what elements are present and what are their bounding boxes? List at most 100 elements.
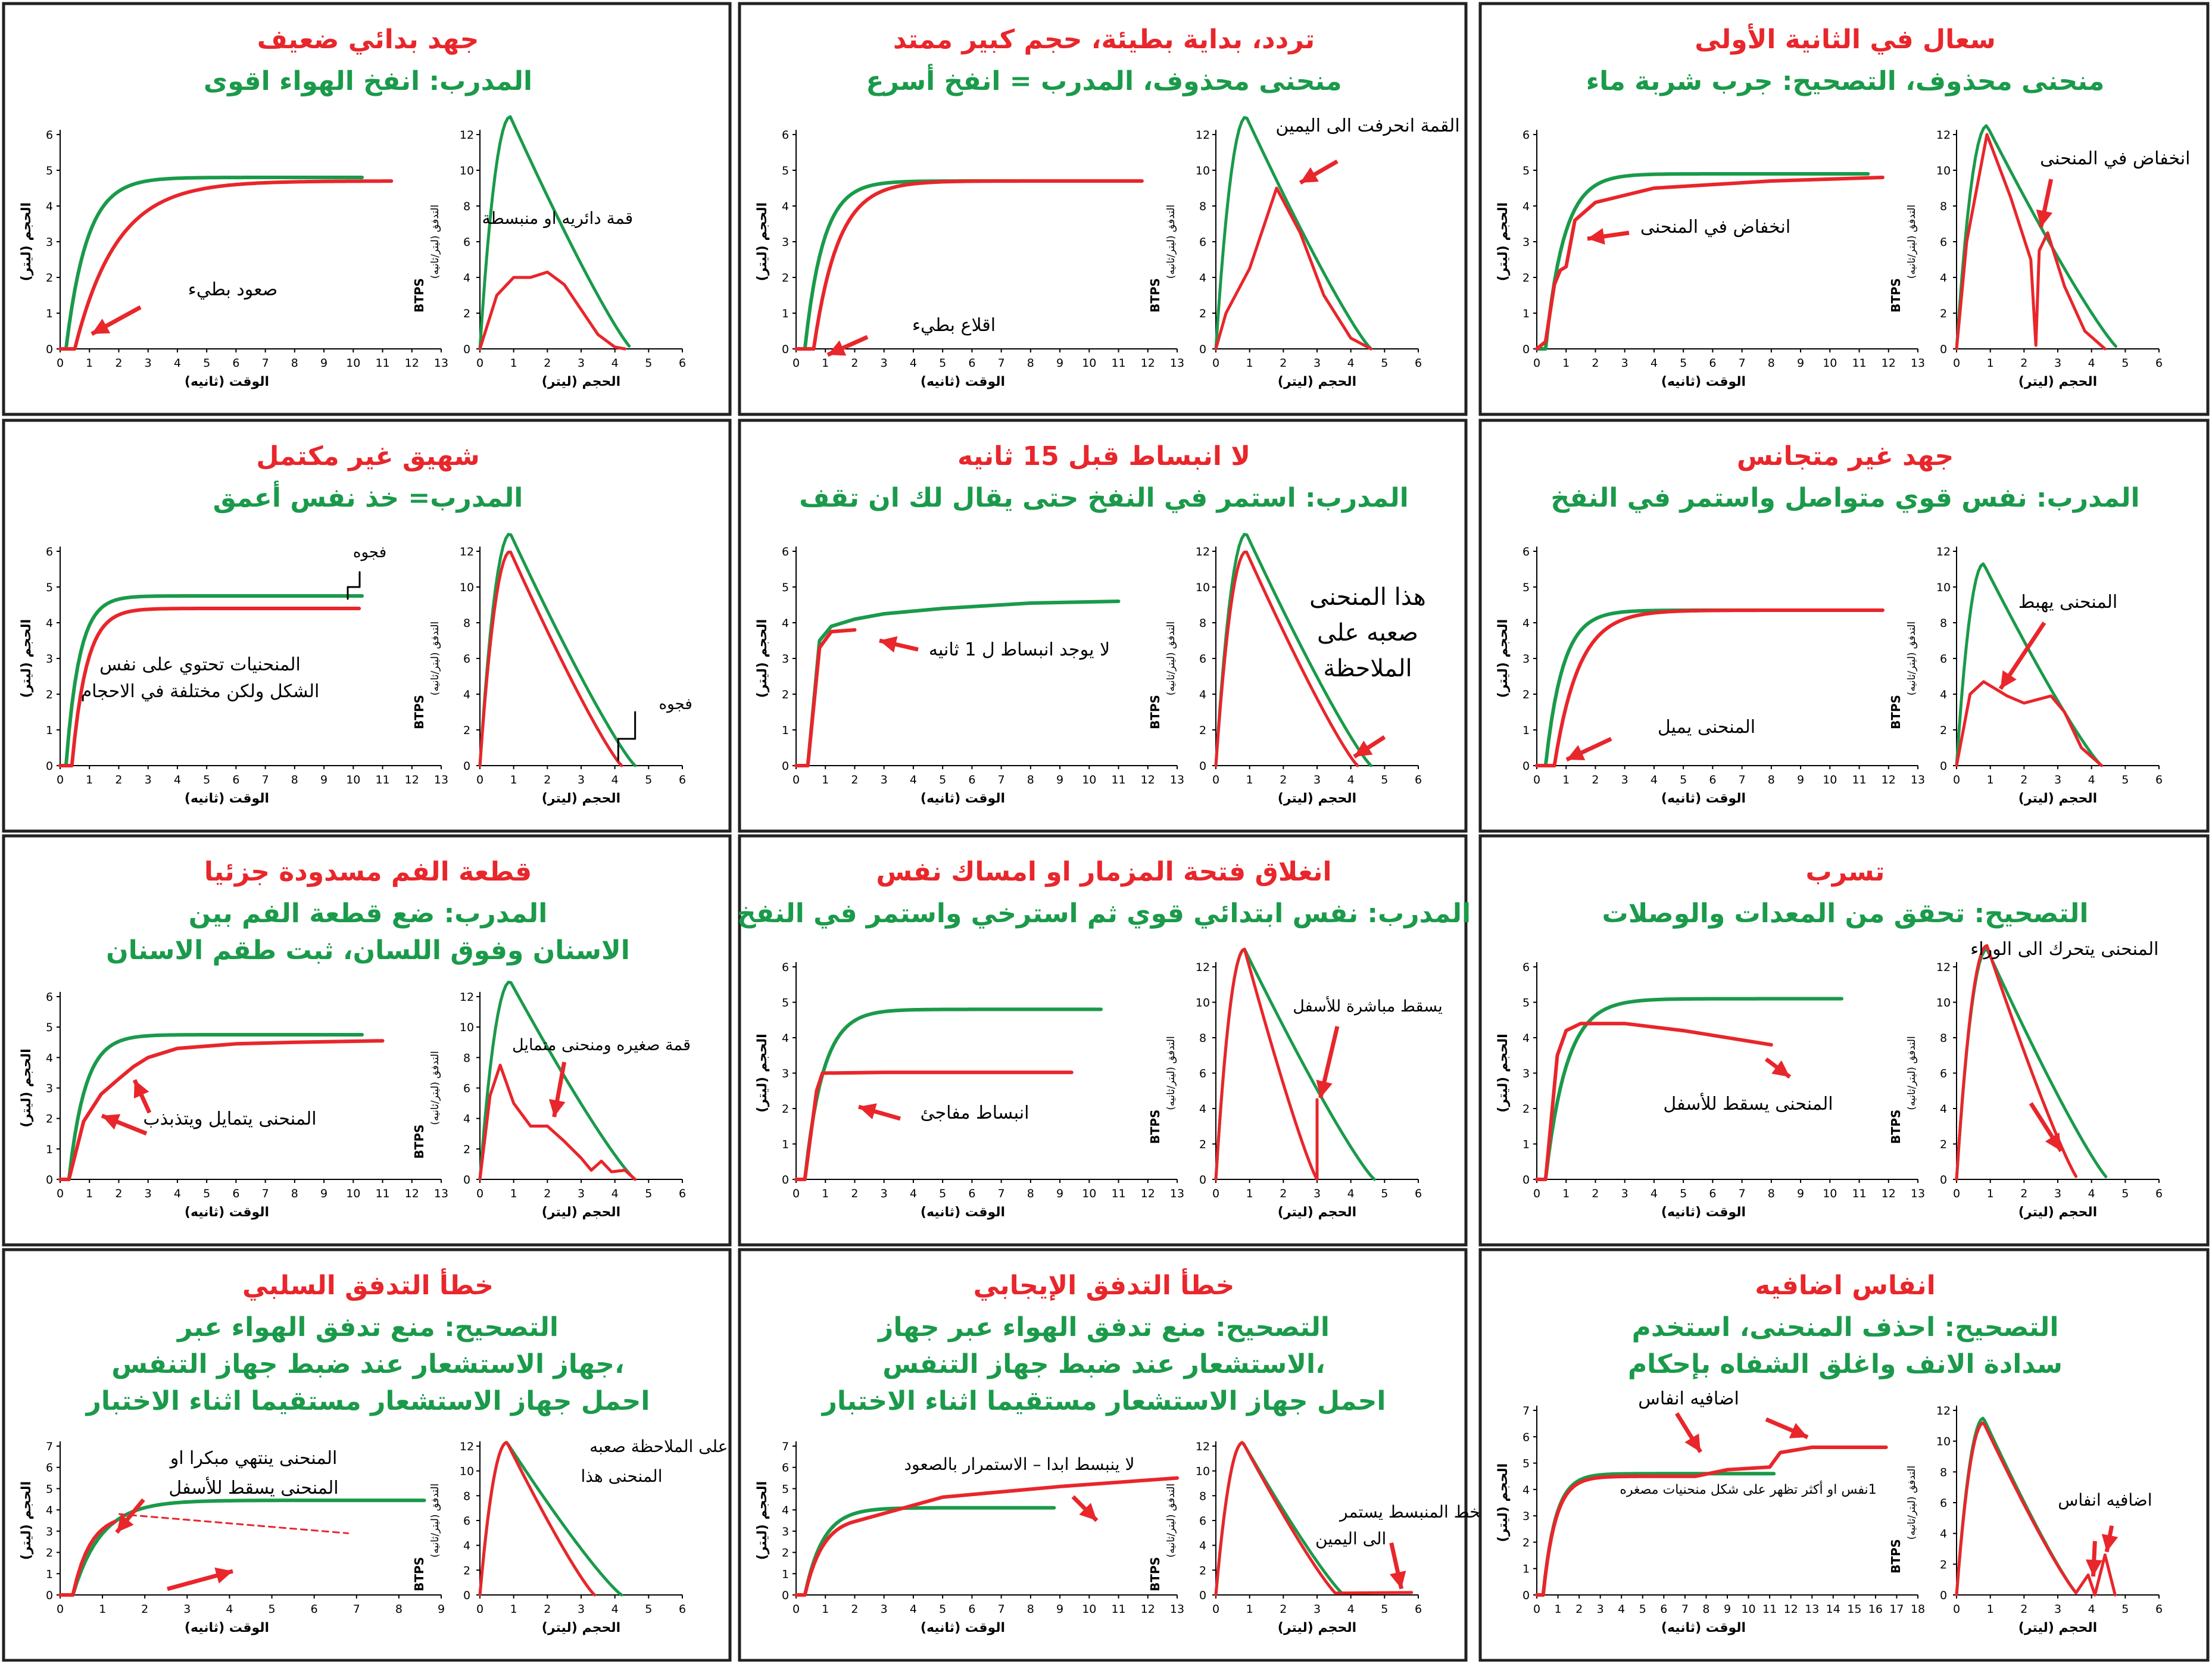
tick-label: 6 xyxy=(2155,357,2163,370)
tick-label: 6 xyxy=(1415,1187,1422,1200)
tick-label: 5 xyxy=(1680,1187,1687,1200)
tick-label: 5 xyxy=(2121,1187,2129,1200)
tick-label: 7 xyxy=(1681,1603,1689,1616)
tick-label: 12 xyxy=(1196,545,1210,558)
arrow-head xyxy=(214,1567,233,1584)
tick-label: 11 xyxy=(375,1187,389,1200)
annotation-text: فجوه xyxy=(353,544,386,561)
tick-label: 7 xyxy=(262,357,269,370)
x-axis-title: الحجم (ليتر) xyxy=(2018,1621,2097,1635)
tick-label: 2 xyxy=(851,357,858,370)
tick-label: 6 xyxy=(1415,357,1422,370)
tick-label: 8 xyxy=(463,200,470,213)
annotation-arrow xyxy=(1764,1057,1792,1079)
annotation-arrow xyxy=(91,305,142,336)
tick-label: 2 xyxy=(851,773,858,786)
tick-label: 3 xyxy=(183,1603,191,1616)
curve-actual-volume-time xyxy=(58,1039,385,1181)
panel-frame xyxy=(1478,419,2210,833)
tick-label: 2 xyxy=(782,1547,789,1560)
tick-label: 2 xyxy=(115,1187,122,1200)
tick-label: 6 xyxy=(46,129,53,142)
annotation-arrow xyxy=(1587,228,1630,245)
tick-label: 6 xyxy=(232,1187,239,1200)
tick-label: 8 xyxy=(1940,617,1947,630)
arrow-head xyxy=(2000,670,2017,689)
panel-cough: سعال في الثانية الأولى منحنى محذوف، التصح… xyxy=(1478,2,2210,416)
tick-label: 6 xyxy=(1199,1067,1206,1081)
tick-label: 3 xyxy=(578,1603,585,1616)
y-axis-btps: BTPS xyxy=(1148,278,1162,313)
tick-label: 2 xyxy=(1280,1603,1287,1616)
y-axis-title: التدفق (ليتر/ثانيه) xyxy=(429,622,441,695)
tick-label: 5 xyxy=(939,773,946,786)
tick-label: 5 xyxy=(203,357,210,370)
tick-label: 6 xyxy=(232,773,239,786)
tick-label: 15 xyxy=(1847,1603,1861,1616)
tick-label: 0 xyxy=(46,343,53,356)
y-axis-btps: BTPS xyxy=(412,278,426,313)
curve-actual-volume-time xyxy=(1535,1022,1773,1181)
annotation-arrow xyxy=(1299,159,1339,185)
tick-label: 6 xyxy=(1522,129,1530,142)
tick-label: 2 xyxy=(1280,1187,1287,1200)
panel-subtitle: المدرب= خذ نفس أعمق xyxy=(213,480,523,513)
tick-label: 10 xyxy=(1741,1603,1755,1616)
panel-subtitle: احمل جهاز الاستشعار مستقيما اثناء الاختب… xyxy=(85,1386,650,1416)
curve-actual-volume-time xyxy=(794,179,1144,351)
tick-label: 10 xyxy=(1196,164,1210,177)
curve-expected-flow-volume xyxy=(478,533,637,767)
annotation-arrow xyxy=(1998,622,2046,690)
tick-label: 12 xyxy=(1936,545,1951,558)
tick-label: 3 xyxy=(782,1525,789,1538)
tick-label: 5 xyxy=(782,164,789,177)
annotation-text: انخفاض في المنحنى xyxy=(1640,217,1790,238)
y-axis-title: التدفق (ليتر/ثانيه) xyxy=(1906,622,1918,695)
panel-subtitle: المدرب: انفخ الهواء اقوى xyxy=(204,66,532,96)
tick-label: 0 xyxy=(1953,1603,1960,1616)
x-axis-title: الوقت (ثانيه) xyxy=(921,1621,1005,1635)
tick-label: 11 xyxy=(1852,1187,1866,1200)
tick-label: 5 xyxy=(1522,1457,1530,1471)
tick-label: 2 xyxy=(1575,1603,1583,1616)
annotation-text: المنحنى يسقط للأسفل xyxy=(169,1476,338,1498)
annotation-text: اقلاع بطيء xyxy=(912,315,996,336)
tick-label: 0 xyxy=(476,1187,483,1200)
tick-label: 2 xyxy=(46,688,53,701)
x-axis-title: الحجم (ليتر) xyxy=(542,791,620,806)
panel-mouthpiece-blocked: قطعة الفم مسدودة جزئيا المدرب: ضع قطعة ال… xyxy=(2,834,732,1247)
y-axis-btps: BTPS xyxy=(1148,1557,1162,1591)
tick-label: 2 xyxy=(1522,688,1530,701)
tick-label: 7 xyxy=(998,1603,1005,1616)
tick-label: 0 xyxy=(1522,760,1530,773)
y-axis-btps: BTPS xyxy=(412,695,426,729)
tick-label: 2 xyxy=(463,1143,470,1156)
tick-label: 4 xyxy=(463,271,470,285)
tick-label: 0 xyxy=(1533,773,1540,786)
curve-expected-volume-time xyxy=(794,1506,1056,1597)
tick-label: 6 xyxy=(679,1603,686,1616)
curve-actual-volume-time xyxy=(794,1476,1179,1597)
tick-label: 4 xyxy=(2088,357,2095,370)
tick-label: 2 xyxy=(544,357,551,370)
panel-title: لا انبساط قبل 15 ثانيه xyxy=(957,441,1250,472)
tick-label: 12 xyxy=(405,357,419,370)
panel-title: انفاس اضافيه xyxy=(1755,1270,1935,1301)
tick-label: 11 xyxy=(1111,357,1125,370)
tick-label: 3 xyxy=(578,773,585,786)
tick-label: 6 xyxy=(968,773,975,786)
tick-label: 2 xyxy=(544,773,551,786)
curve-actual-flow-volume xyxy=(1214,186,1373,351)
annotation-arrow xyxy=(1389,1542,1406,1590)
tick-label: 3 xyxy=(145,773,152,786)
tick-label: 12 xyxy=(1196,1440,1210,1453)
tick-label: 4 xyxy=(1940,1528,1947,1541)
tick-label: 11 xyxy=(1762,1603,1777,1616)
tick-label: 1 xyxy=(782,307,789,320)
tick-label: 2 xyxy=(782,271,789,285)
tick-label: 5 xyxy=(1522,164,1530,177)
tick-label: 4 xyxy=(46,1051,53,1064)
